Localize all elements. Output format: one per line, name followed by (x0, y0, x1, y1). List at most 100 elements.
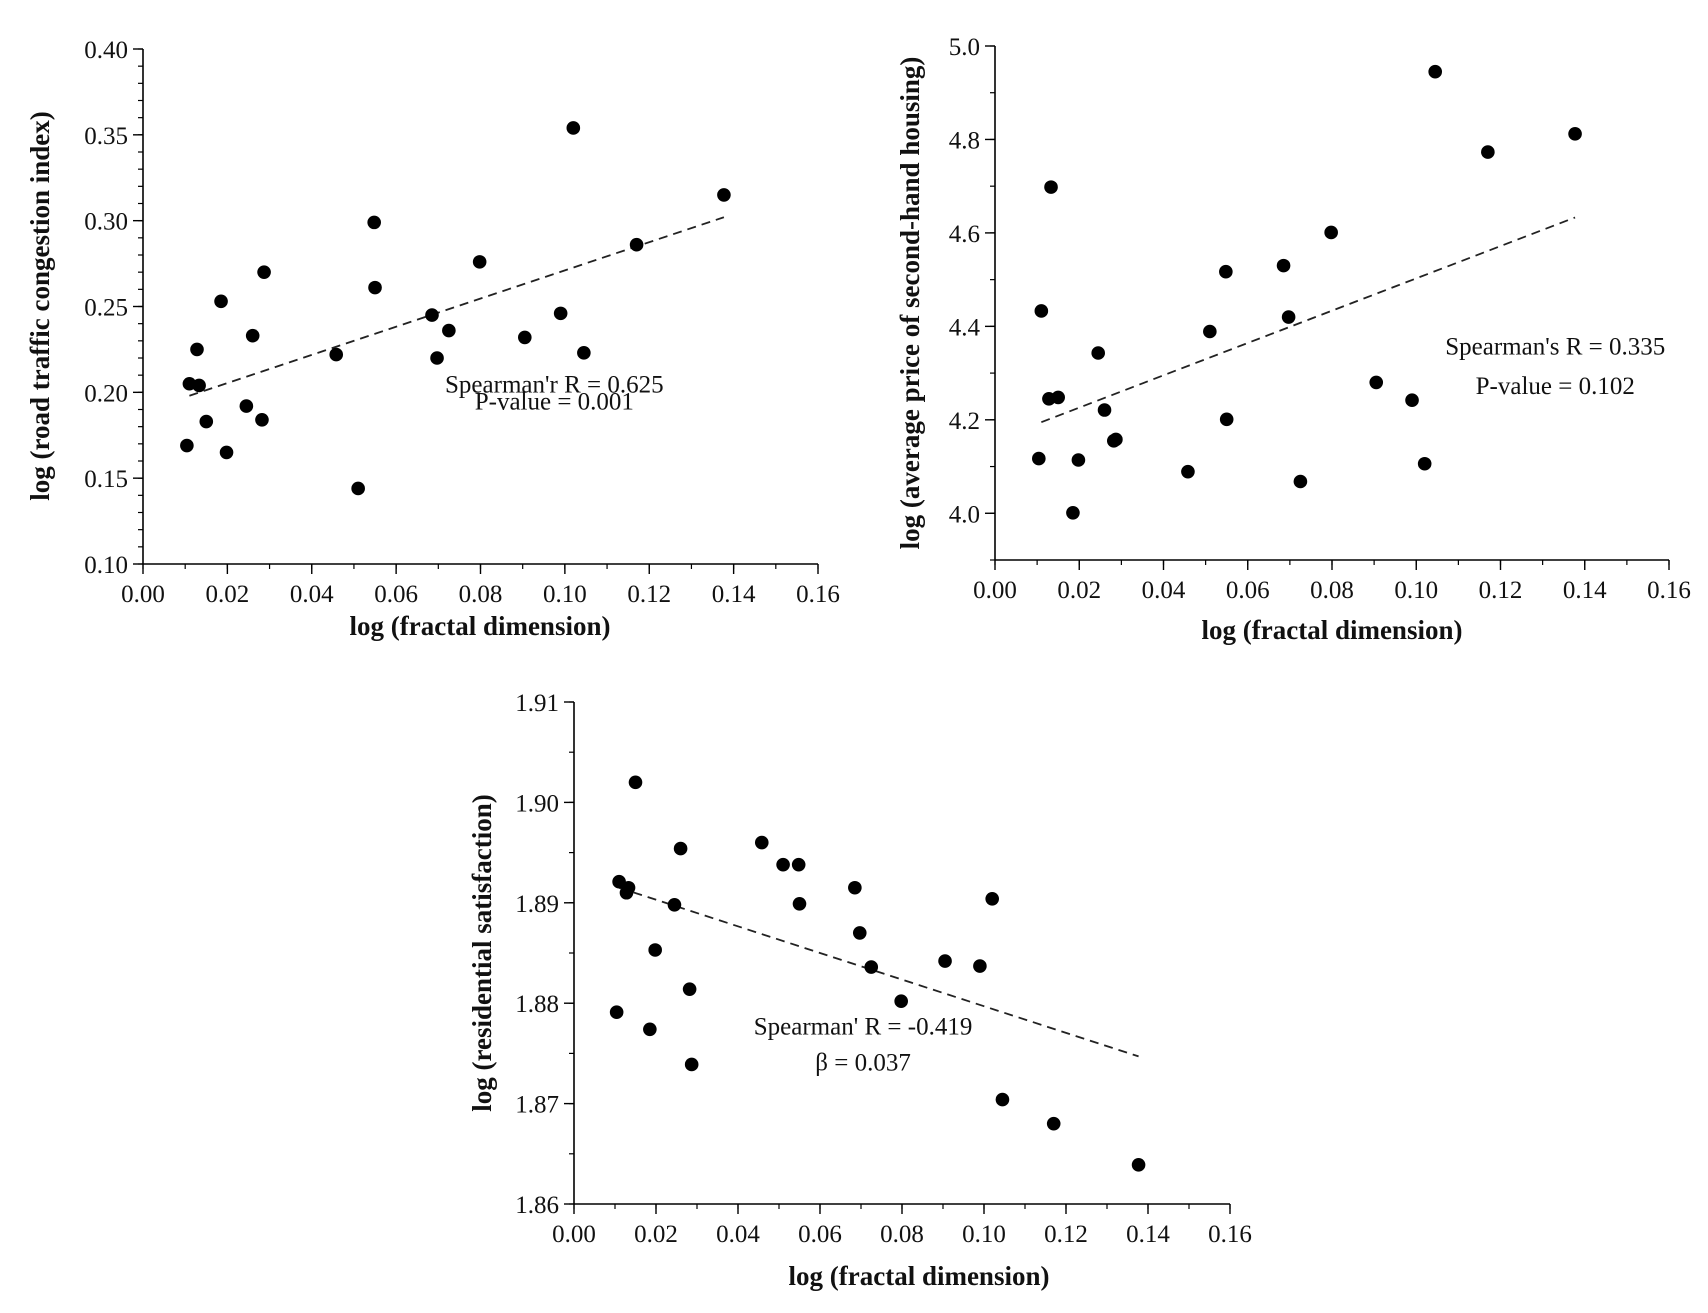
data-point (255, 413, 269, 427)
data-point (1369, 375, 1384, 390)
x-tick-label: 0.16 (796, 581, 840, 608)
data-point (1131, 1158, 1146, 1172)
data-point (1417, 456, 1432, 471)
x-tick-label: 0.04 (290, 581, 334, 608)
data-point (425, 308, 439, 322)
x-tick-label: 0.14 (1563, 577, 1607, 604)
data-point (682, 982, 697, 996)
data-point (894, 994, 908, 1008)
y-tick-label: 1.90 (515, 790, 559, 817)
y-axis-title: log (road traffic congestion index) (25, 111, 55, 500)
data-point (985, 891, 999, 906)
data-point (1034, 304, 1049, 318)
x-axis-title: log (fractal dimension) (789, 1261, 1050, 1291)
y-tick-label: 1.89 (515, 891, 559, 918)
data-point (1405, 393, 1419, 407)
data-point (1044, 180, 1058, 194)
y-tick-label: 0.40 (84, 37, 128, 64)
y-axis-title: log (residential satisfaction) (467, 794, 497, 1111)
data-point (219, 445, 234, 460)
chart-residential-satisfaction: log (fractal dimension) log (residential… (467, 690, 1252, 1291)
y-tick-label: 5.0 (949, 34, 980, 61)
data-point (239, 399, 254, 413)
chart-housing-price: log (fractal dimension) log (average pri… (895, 34, 1691, 645)
data-point (864, 960, 879, 974)
data-point (1293, 474, 1308, 489)
data-point (776, 857, 790, 872)
x-tick-label: 0.10 (543, 581, 587, 608)
data-point (938, 954, 952, 968)
data-point (848, 880, 862, 895)
y-tick-label: 0.10 (84, 552, 128, 579)
data-point (245, 328, 260, 343)
x-tick-label: 0.06 (374, 581, 418, 608)
y-tick-label: 4.2 (949, 408, 980, 435)
data-point (257, 265, 271, 279)
data-point (609, 1005, 624, 1020)
data-point (442, 323, 456, 338)
data-point (472, 255, 487, 269)
x-tick-label: 0.08 (459, 581, 503, 608)
x-axis-title: log (fractal dimension) (1202, 615, 1463, 645)
data-point (684, 1057, 699, 1072)
data-point (192, 378, 206, 393)
x-tick-label: 0.10 (962, 1221, 1006, 1248)
y-tick-label: 4.4 (949, 314, 981, 341)
data-point (1097, 403, 1112, 417)
x-tick-label: 0.14 (1126, 1221, 1170, 1248)
data-point (1428, 64, 1443, 79)
data-point (368, 280, 382, 295)
y-tick-label: 4.0 (949, 501, 980, 528)
x-tick-label: 0.08 (1310, 577, 1354, 604)
data-point (1219, 412, 1234, 427)
x-tick-label: 0.02 (1057, 577, 1101, 604)
x-tick-label: 0.00 (121, 581, 165, 608)
chart-traffic-congestion: log (fractal dimension) log (road traffi… (25, 37, 840, 641)
y-tick-label: 1.91 (515, 690, 559, 717)
data-point (199, 414, 214, 429)
x-tick-label: 0.06 (1226, 577, 1270, 604)
data-point (1046, 1116, 1061, 1131)
x-tick-label: 0.12 (1479, 577, 1523, 604)
data-point (643, 1022, 657, 1037)
x-tick-label: 0.14 (712, 581, 756, 608)
data-point (577, 346, 591, 360)
y-tick-label: 1.86 (515, 1192, 559, 1219)
y-tick-label: 1.87 (515, 1092, 559, 1119)
data-point (1568, 127, 1582, 141)
x-tick-label: 0.02 (206, 581, 250, 608)
x-tick-label: 0.04 (1142, 577, 1186, 604)
y-tick-label: 0.35 (84, 123, 128, 150)
data-point (1481, 145, 1495, 159)
data-point (629, 237, 644, 252)
data-point (648, 943, 662, 957)
data-point (190, 342, 204, 357)
data-point (995, 1092, 1010, 1107)
data-point (351, 481, 365, 496)
data-point (214, 294, 228, 309)
spearman-annotation: Spearman'r R = 0.625 (445, 371, 664, 398)
spearman-annotation: Spearman's R = 0.335 (1445, 333, 1665, 360)
data-point (1281, 310, 1296, 324)
y-tick-label: 4.6 (949, 221, 980, 248)
data-point (180, 438, 194, 453)
data-point (566, 121, 581, 135)
x-tick-label: 0.16 (1208, 1221, 1252, 1248)
data-point (367, 215, 381, 230)
x-tick-label: 0.08 (880, 1221, 924, 1248)
data-point (791, 857, 806, 872)
data-point (1276, 258, 1291, 273)
x-tick-label: 0.02 (634, 1221, 678, 1248)
data-point (973, 959, 987, 973)
y-tick-label: 4.8 (949, 127, 980, 154)
trend-line (1041, 216, 1576, 423)
data-point (517, 330, 532, 345)
x-axis-title: log (fractal dimension) (350, 611, 611, 641)
y-tick-label: 0.30 (84, 209, 128, 236)
spearman-annotation: Spearman' R = -0.419 (754, 1013, 973, 1040)
data-point (1219, 264, 1233, 279)
data-point (1071, 453, 1086, 467)
data-point (1066, 506, 1080, 520)
